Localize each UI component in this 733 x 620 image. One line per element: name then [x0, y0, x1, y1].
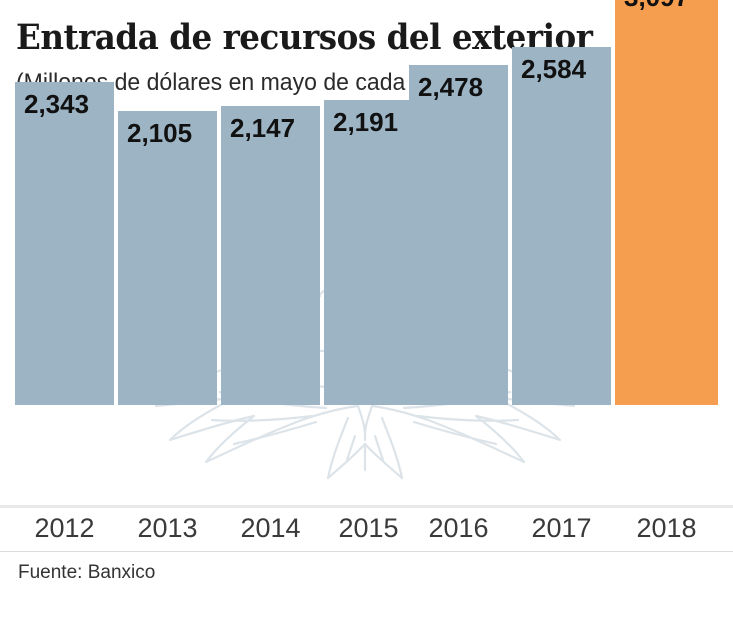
- bar-2014[interactable]: 2,147: [221, 106, 320, 405]
- x-axis-tick-2013: 2013: [137, 513, 198, 543]
- bar-value-label-2017: 2,584: [521, 54, 587, 84]
- x-axis-tick-2014: 2014: [240, 513, 301, 543]
- bar-value-label-2016: 2,478: [418, 72, 484, 102]
- page-title: Entrada de recursos del exterior: [16, 17, 593, 58]
- bar-2018[interactable]: 3,097: [615, 0, 718, 405]
- x-axis-tick-2017: 2017: [531, 513, 592, 543]
- bar-value-label-2012: 2,343: [24, 89, 90, 119]
- bar-fill-2017: [512, 47, 611, 405]
- bar-2013[interactable]: 2,105: [118, 111, 217, 405]
- bar-fill-2015: [324, 100, 423, 405]
- x-axis-tick-2015: 2015: [338, 513, 399, 543]
- source-note: Fuente: Banxico: [18, 562, 156, 583]
- bar-2015[interactable]: 2,191: [324, 100, 423, 405]
- bar-2017[interactable]: 2,584: [512, 47, 611, 405]
- x-axis-tick-2018: 2018: [636, 513, 697, 543]
- axis-baseline: [0, 505, 733, 508]
- bar-value-label-2014: 2,147: [230, 113, 296, 143]
- bar-value-label-2018: 3,097: [624, 0, 689, 12]
- footer-divider: [0, 551, 733, 552]
- bar-2012[interactable]: 2,343: [15, 82, 114, 405]
- bar-value-label-2015: 2,191: [333, 107, 399, 137]
- bars-container: 2,343 2,105 2,147 2,191 2,478 2,584: [15, 0, 718, 405]
- bar-fill-2014: [221, 106, 320, 405]
- bar-fill-2018: [615, 0, 718, 405]
- bar-2016[interactable]: 2,478: [409, 65, 508, 405]
- bar-fill-2013: [118, 111, 217, 405]
- bar-value-label-2013: 2,105: [127, 118, 193, 148]
- x-axis-labels: 2012 2013 2014 2015 2016 2017 2018: [0, 508, 733, 552]
- bar-fill-2016: [409, 65, 508, 405]
- x-axis-tick-2012: 2012: [34, 513, 95, 543]
- bar-fill-2012: [15, 82, 114, 405]
- x-axis-tick-2016: 2016: [428, 513, 489, 543]
- chart-plot-area: 2,343 2,105 2,147 2,191 2,478 2,584: [15, 0, 718, 480]
